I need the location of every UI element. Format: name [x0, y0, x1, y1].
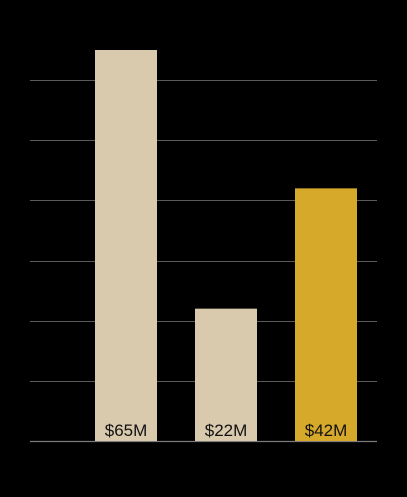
gridlines: [30, 80, 377, 443]
bar-3: [295, 188, 357, 441]
bar-value-label-3: $42M: [305, 421, 348, 440]
bar-value-label-1: $65M: [105, 421, 148, 440]
bar-1: [95, 50, 157, 441]
bars: [95, 50, 357, 441]
value-labels: $65M $22M $42M: [105, 421, 348, 440]
bar-value-label-2: $22M: [205, 421, 248, 440]
bar-2: [195, 308, 257, 441]
